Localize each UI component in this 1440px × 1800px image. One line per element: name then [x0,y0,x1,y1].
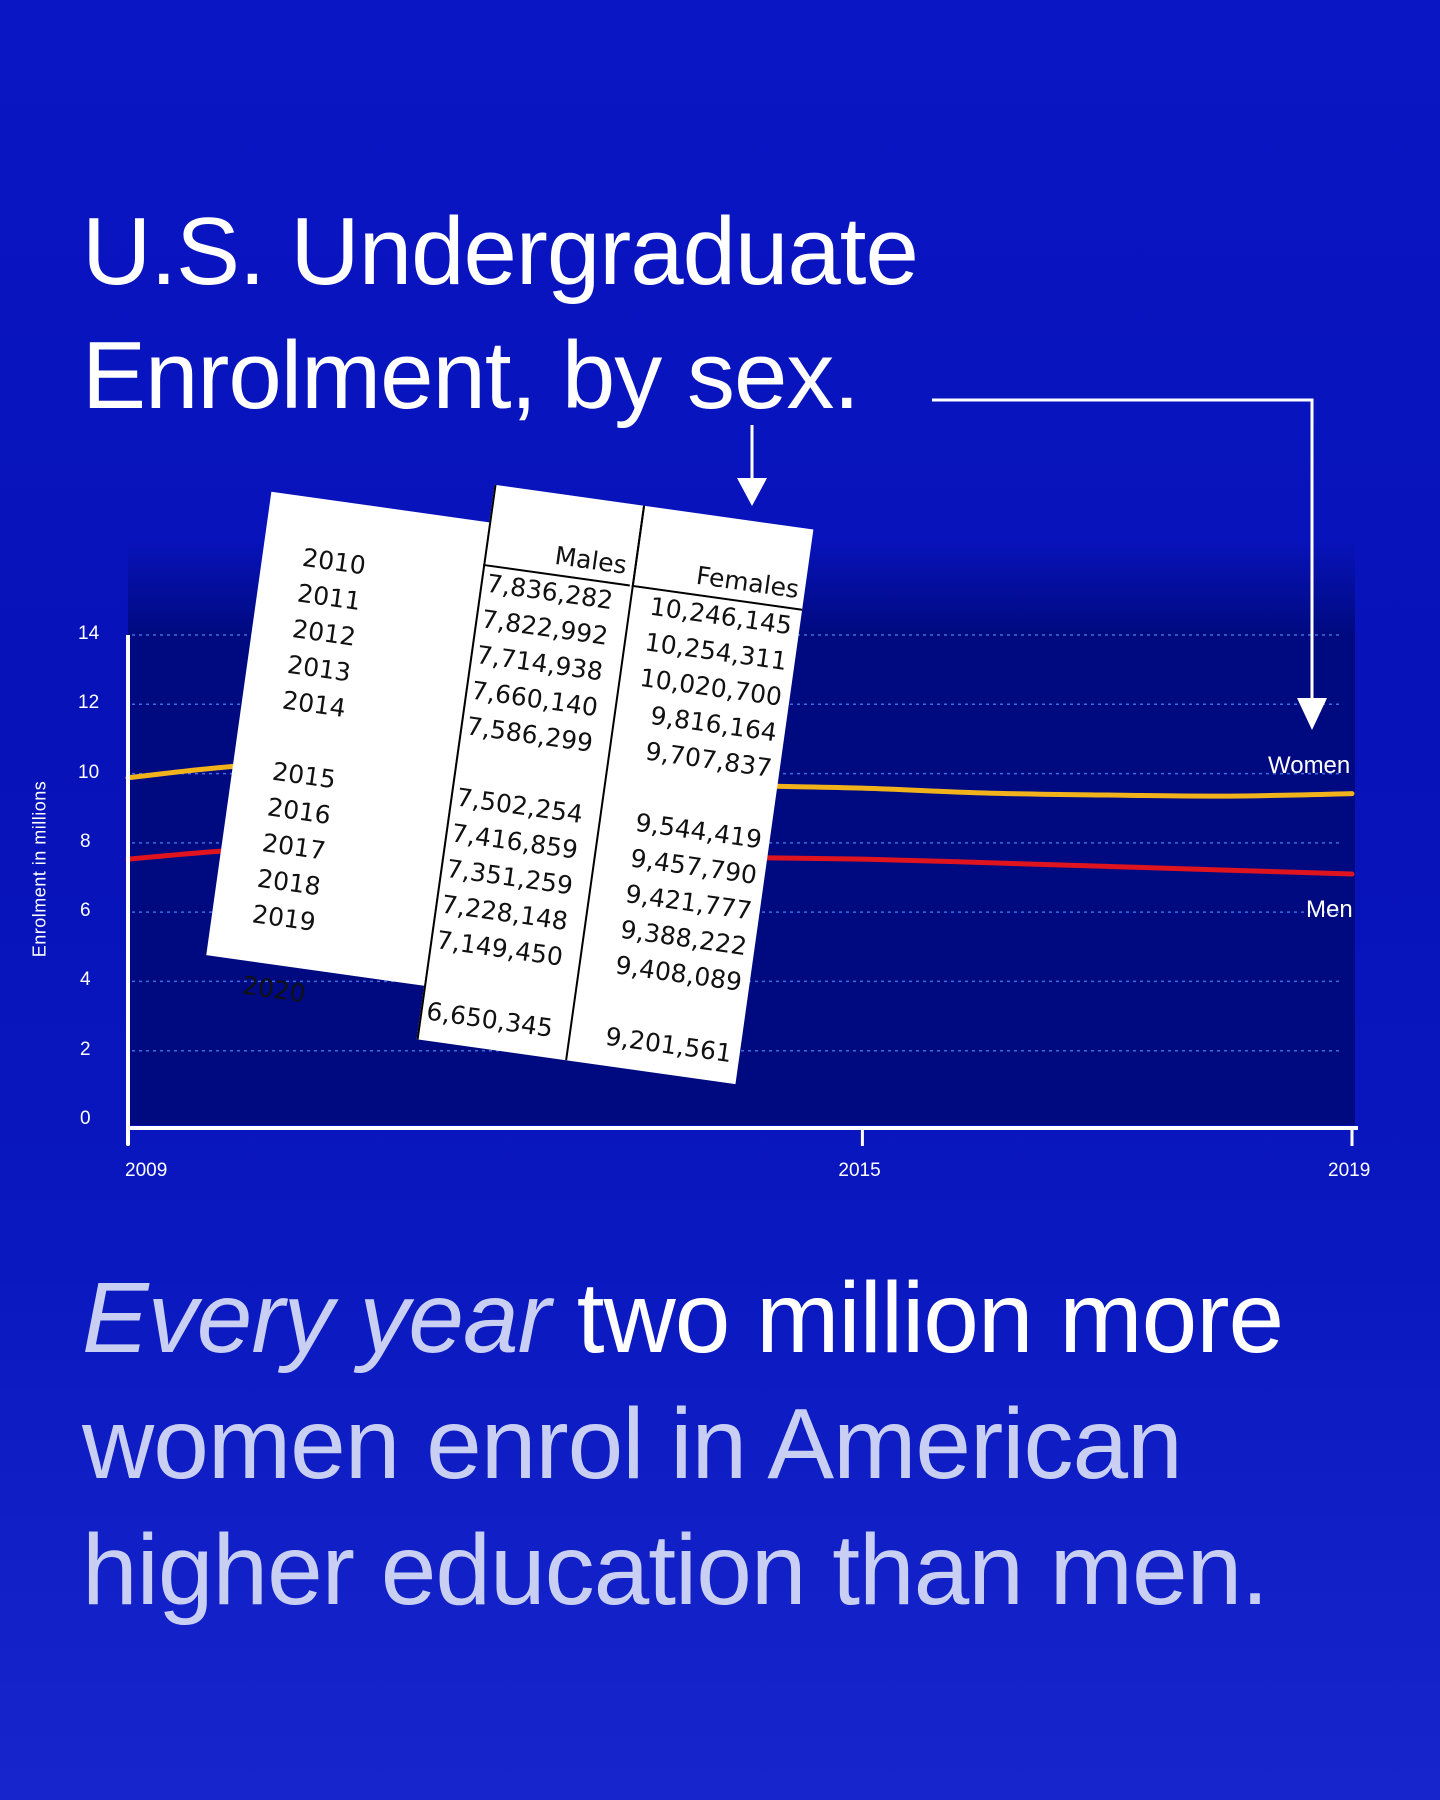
x-tick-label: 2009 [125,1160,168,1181]
y-tick-label: 4 [80,969,91,991]
caption-line-3: higher education than men. [82,1514,1269,1626]
title-line-2: Enrolment, by sex. [82,322,860,429]
caption-italic: Every year [82,1262,551,1374]
y-tick-label: 2 [80,1038,91,1060]
arrow-head-icon [1297,698,1327,730]
series-label-men: Men [1306,896,1353,923]
y-tick-label: 12 [78,692,100,714]
y-tick-label: 10 [78,761,100,783]
caption-emphasis: two million more [549,1262,1284,1374]
page-title: U.S. Undergraduate Enrolment, by sex. [82,190,919,438]
y-tick-label: 14 [78,623,100,644]
connector-arrow-line [932,398,1314,700]
caption-line-2: women enrol in American [82,1388,1183,1500]
enrolment-table: Males Females 2010 7,836,282 10,246,145 201… [199,454,827,1086]
short-arrow-head-icon [737,478,767,506]
y-tick-label: 8 [80,830,91,852]
x-tick-label: 2019 [1328,1160,1371,1181]
y-axis-label: Enrolment in millions [29,780,50,958]
x-tick-label: 2015 [838,1160,881,1181]
x-tick-marks [126,1128,1354,1146]
title-line-1: U.S. Undergraduate [82,198,919,305]
caption: Every year two million more women enrol … [82,1255,1284,1633]
y-tick-label: 6 [80,900,91,922]
series-label-women: Women [1268,752,1351,779]
y-tick-label: 0 [80,1108,91,1129]
